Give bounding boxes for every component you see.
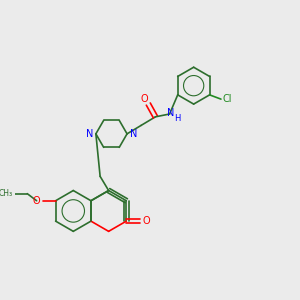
Text: O: O — [142, 216, 150, 226]
Text: N: N — [86, 129, 93, 139]
Text: H: H — [174, 114, 181, 123]
Text: Cl: Cl — [222, 94, 232, 104]
Text: CH₃: CH₃ — [0, 189, 13, 198]
Text: N: N — [167, 108, 175, 118]
Text: O: O — [33, 196, 41, 206]
Text: O: O — [140, 94, 148, 104]
Text: N: N — [130, 129, 137, 139]
